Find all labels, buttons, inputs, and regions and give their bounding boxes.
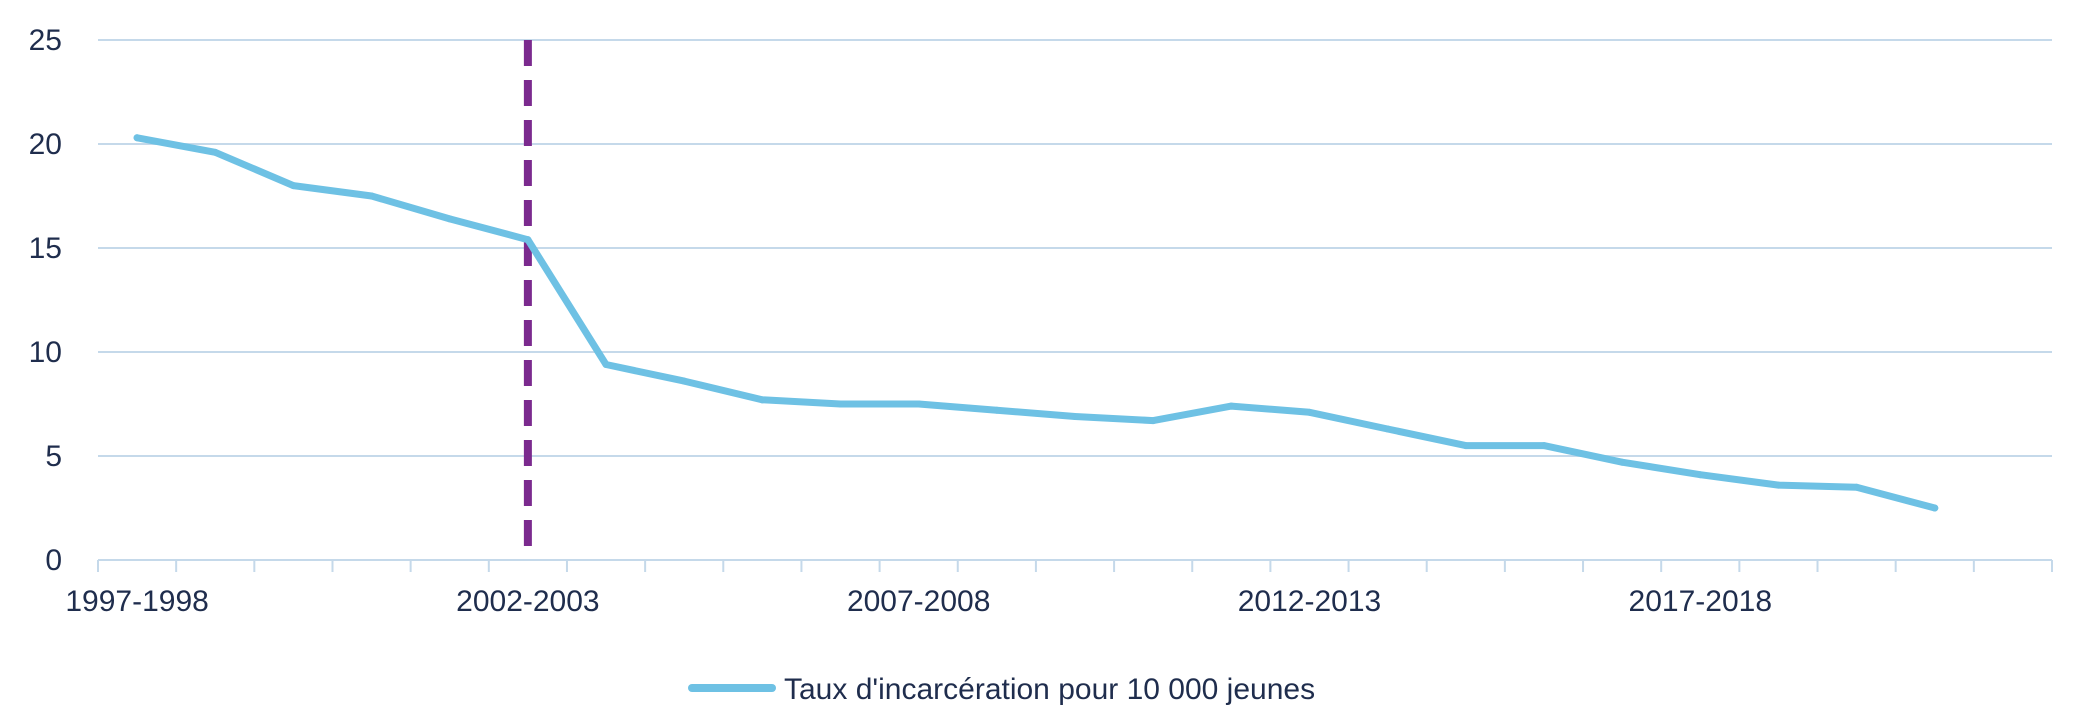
data-point [524, 236, 532, 244]
data-point [133, 134, 141, 142]
data-point [446, 215, 454, 223]
data-point [1696, 471, 1704, 479]
data-point [1384, 425, 1392, 433]
data-point [915, 400, 923, 408]
x-tick-label: 2002-2003 [456, 585, 599, 618]
data-point [758, 396, 766, 404]
data-point [211, 148, 219, 156]
data-point [680, 377, 688, 385]
y-axis-labels: 0 5 10 15 20 25 [29, 24, 62, 577]
legend-label: Taux d'incarcération pour 10 000 jeunes [784, 673, 1315, 706]
y-tick-label: 10 [29, 336, 62, 369]
data-point [1540, 442, 1548, 450]
x-axis-labels: 1997-1998 2002-2003 2007-2008 2012-2013 2017… [65, 585, 1772, 618]
data-point [1774, 481, 1782, 489]
data-point [289, 182, 297, 190]
y-tick-label: 0 [45, 544, 62, 577]
data-point [837, 400, 845, 408]
data-point [1227, 402, 1235, 410]
data-point [1931, 504, 1939, 512]
data-point [1618, 458, 1626, 466]
data-point [1853, 483, 1861, 491]
data-point [1071, 412, 1079, 420]
data-point [1305, 408, 1313, 416]
x-tick-label: 2017-2018 [1629, 585, 1772, 618]
data-point [1149, 417, 1157, 425]
data-point [993, 406, 1001, 414]
y-tick-label: 15 [29, 232, 62, 265]
gridlines [98, 39, 2052, 457]
x-tick-label: 1997-1998 [65, 585, 208, 618]
x-axis [97, 559, 2053, 572]
x-tick-label: 2012-2013 [1238, 585, 1381, 618]
y-tick-label: 20 [29, 128, 62, 161]
legend: Taux d'incarcération pour 10 000 jeunes [688, 673, 1315, 706]
data-point [602, 360, 610, 368]
series-line [133, 134, 1939, 512]
data-point [368, 192, 376, 200]
series-group [133, 134, 1939, 512]
data-point [1462, 442, 1470, 450]
x-tick-label: 2007-2008 [847, 585, 990, 618]
y-tick-label: 5 [45, 440, 62, 473]
y-tick-label: 25 [29, 24, 62, 57]
